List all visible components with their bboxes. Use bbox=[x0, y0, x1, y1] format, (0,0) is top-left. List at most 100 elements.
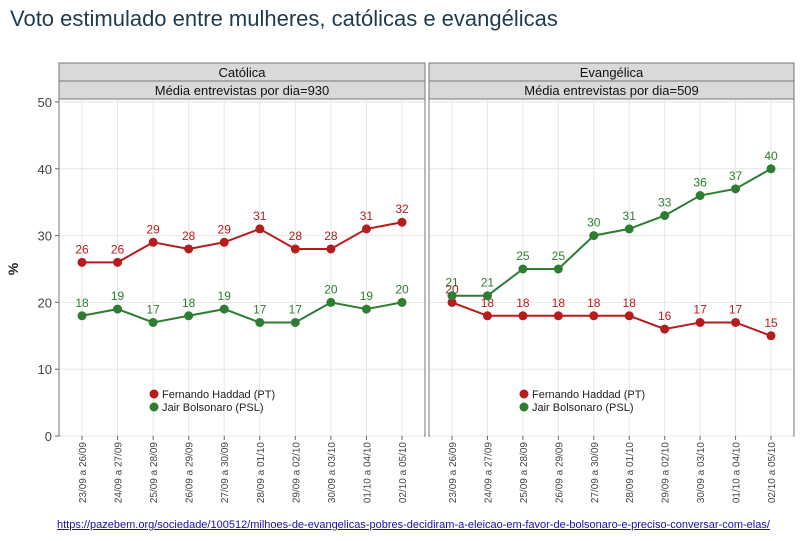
y-tick-label: 30 bbox=[38, 229, 52, 244]
data-point-haddad bbox=[518, 311, 528, 321]
series-line-bolsonaro bbox=[452, 167, 772, 297]
data-label-haddad: 18 bbox=[481, 296, 495, 310]
data-label-haddad: 29 bbox=[218, 222, 232, 236]
data-label-bolsonaro: 25 bbox=[516, 249, 530, 263]
data-point-haddad bbox=[660, 324, 670, 334]
data-point-haddad bbox=[589, 311, 599, 321]
data-label-haddad: 18 bbox=[587, 296, 601, 310]
data-point-bolsonaro bbox=[518, 264, 528, 274]
legend-marker-bolsonaro bbox=[149, 402, 159, 412]
legend-label-bolsonaro: Jair Bolsonaro (PSL) bbox=[532, 402, 634, 414]
data-label-bolsonaro: 21 bbox=[481, 276, 495, 290]
panel-title: Evangélica bbox=[580, 65, 644, 80]
data-point-bolsonaro bbox=[326, 297, 336, 307]
panel-title: Católica bbox=[219, 65, 267, 80]
data-label-haddad: 31 bbox=[253, 209, 267, 223]
y-tick-label: 0 bbox=[45, 429, 52, 444]
data-point-bolsonaro bbox=[766, 164, 776, 174]
data-label-haddad: 26 bbox=[75, 242, 89, 256]
x-tick-label: 25/09 a 28/09 bbox=[149, 442, 160, 504]
data-point-bolsonaro bbox=[553, 264, 563, 274]
x-tick-label: 23/09 a 26/09 bbox=[448, 442, 459, 504]
data-point-haddad bbox=[326, 244, 336, 254]
data-label-bolsonaro: 17 bbox=[289, 302, 303, 316]
legend-label-haddad: Fernando Haddad (PT) bbox=[532, 389, 645, 401]
data-point-bolsonaro bbox=[397, 297, 407, 307]
data-point-bolsonaro bbox=[255, 317, 265, 327]
data-label-bolsonaro: 21 bbox=[445, 276, 459, 290]
legend-marker-bolsonaro bbox=[519, 402, 529, 412]
data-point-bolsonaro bbox=[219, 304, 229, 314]
data-label-haddad: 18 bbox=[623, 296, 637, 310]
data-label-bolsonaro: 20 bbox=[324, 282, 338, 296]
data-label-bolsonaro: 19 bbox=[360, 289, 374, 303]
data-label-haddad: 28 bbox=[182, 229, 196, 243]
x-tick-label: 29/09 a 02/10 bbox=[291, 442, 302, 504]
x-tick-label: 25/09 a 28/09 bbox=[519, 442, 530, 504]
data-label-bolsonaro: 20 bbox=[395, 282, 409, 296]
panel-plot-area bbox=[58, 98, 426, 437]
data-point-haddad bbox=[624, 311, 634, 321]
data-point-haddad bbox=[255, 224, 265, 234]
data-point-haddad bbox=[184, 244, 194, 254]
data-label-bolsonaro: 18 bbox=[182, 296, 196, 310]
data-point-bolsonaro bbox=[113, 304, 123, 314]
data-point-bolsonaro bbox=[148, 317, 158, 327]
chart-title: Voto estimulado entre mulheres, católica… bbox=[10, 6, 558, 31]
panel-subtitle: Média entrevistas por dia=930 bbox=[155, 83, 330, 98]
y-tick-label: 40 bbox=[38, 162, 52, 177]
y-tick-label: 10 bbox=[38, 362, 52, 377]
x-tick-label: 27/09 a 30/09 bbox=[590, 442, 601, 504]
data-point-bolsonaro bbox=[624, 224, 634, 234]
data-point-haddad bbox=[290, 244, 300, 254]
data-label-bolsonaro: 31 bbox=[623, 209, 637, 223]
data-label-haddad: 18 bbox=[516, 296, 530, 310]
data-point-bolsonaro bbox=[77, 311, 87, 321]
data-point-haddad bbox=[695, 317, 705, 327]
data-label-bolsonaro: 37 bbox=[729, 169, 743, 183]
data-label-haddad: 29 bbox=[146, 222, 160, 236]
data-point-haddad bbox=[361, 224, 371, 234]
x-tick-label: 26/09 a 29/09 bbox=[554, 442, 565, 504]
data-label-haddad: 15 bbox=[764, 316, 778, 330]
x-tick-label: 28/09 a 01/10 bbox=[625, 442, 636, 504]
data-label-haddad: 28 bbox=[324, 229, 338, 243]
source-link[interactable]: https://pazebem.org/sociedade/100512/mil… bbox=[57, 519, 770, 531]
x-tick-label: 01/10 a 04/10 bbox=[732, 442, 743, 504]
x-tick-label: 01/10 a 04/10 bbox=[362, 442, 373, 504]
data-point-haddad bbox=[447, 297, 457, 307]
data-point-haddad bbox=[397, 217, 407, 227]
x-tick-label: 23/09 a 26/09 bbox=[78, 442, 89, 504]
y-axis-label: % bbox=[5, 262, 21, 275]
data-point-bolsonaro bbox=[731, 184, 741, 194]
data-label-bolsonaro: 17 bbox=[146, 302, 160, 316]
series-line-haddad bbox=[82, 221, 403, 264]
y-tick-label: 20 bbox=[38, 295, 52, 310]
legend-marker-haddad bbox=[149, 389, 159, 399]
data-point-bolsonaro bbox=[482, 291, 492, 301]
data-point-bolsonaro bbox=[695, 191, 705, 201]
data-point-haddad bbox=[553, 311, 563, 321]
data-point-bolsonaro bbox=[361, 304, 371, 314]
x-tick-label: 27/09 a 30/09 bbox=[220, 442, 231, 504]
x-tick-label: 29/09 a 02/10 bbox=[661, 442, 672, 504]
x-tick-label: 24/09 a 27/09 bbox=[483, 442, 494, 504]
panel-subtitle: Média entrevistas por dia=509 bbox=[524, 83, 699, 98]
data-label-haddad: 17 bbox=[729, 302, 743, 316]
x-tick-label: 30/09 a 03/10 bbox=[327, 442, 338, 504]
data-point-haddad bbox=[731, 317, 741, 327]
data-point-bolsonaro bbox=[184, 311, 194, 321]
data-label-haddad: 32 bbox=[395, 202, 409, 216]
data-point-bolsonaro bbox=[660, 211, 670, 221]
data-label-bolsonaro: 25 bbox=[552, 249, 566, 263]
x-tick-label: 24/09 a 27/09 bbox=[114, 442, 125, 504]
data-label-bolsonaro: 19 bbox=[218, 289, 232, 303]
x-tick-label: 28/09 a 01/10 bbox=[256, 442, 267, 504]
data-label-haddad: 26 bbox=[111, 242, 125, 256]
data-point-haddad bbox=[77, 257, 87, 267]
data-label-haddad: 18 bbox=[552, 296, 566, 310]
x-tick-label: 26/09 a 29/09 bbox=[185, 442, 196, 504]
data-label-haddad: 28 bbox=[289, 229, 303, 243]
data-point-haddad bbox=[482, 311, 492, 321]
data-point-haddad bbox=[148, 237, 158, 247]
